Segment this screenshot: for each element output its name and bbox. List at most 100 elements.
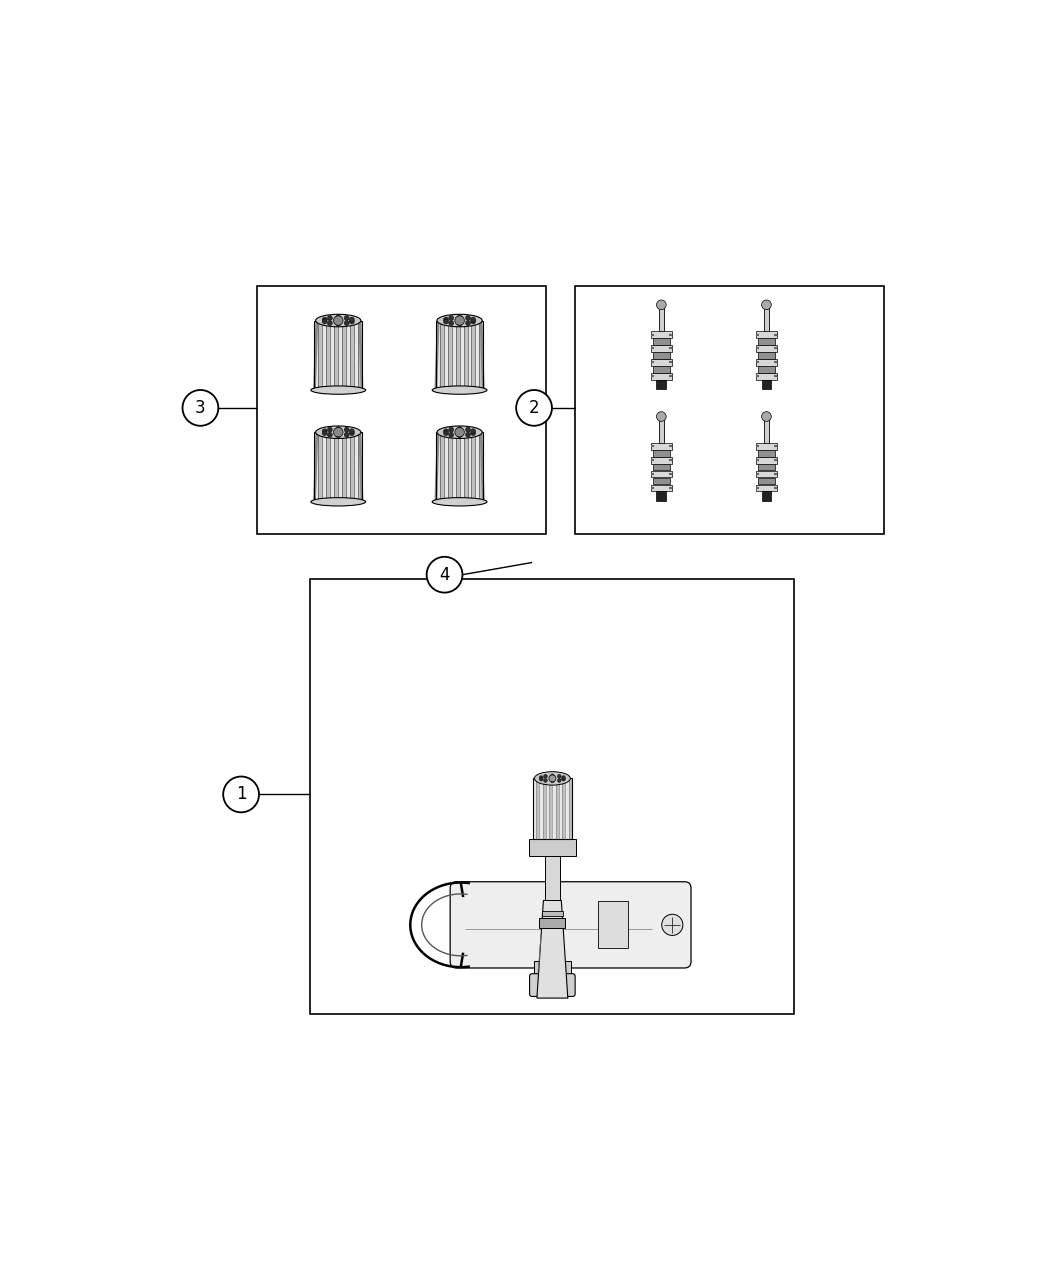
Bar xyxy=(756,442,777,450)
Circle shape xyxy=(328,320,333,325)
Ellipse shape xyxy=(437,314,482,326)
Circle shape xyxy=(350,428,354,434)
Bar xyxy=(440,432,444,502)
Circle shape xyxy=(322,317,328,323)
Bar xyxy=(651,360,672,366)
Circle shape xyxy=(443,428,448,434)
Bar xyxy=(545,856,560,900)
Bar xyxy=(358,432,362,502)
Bar xyxy=(480,432,483,502)
Bar xyxy=(540,918,565,928)
Bar xyxy=(436,320,483,390)
Bar xyxy=(529,839,576,856)
Circle shape xyxy=(350,319,354,324)
Circle shape xyxy=(336,321,341,326)
Circle shape xyxy=(448,427,454,432)
Ellipse shape xyxy=(433,386,487,394)
Bar xyxy=(656,491,666,501)
Bar xyxy=(334,320,338,390)
Circle shape xyxy=(470,431,476,436)
Circle shape xyxy=(465,320,470,325)
Circle shape xyxy=(761,412,772,421)
Bar xyxy=(456,432,460,502)
Bar xyxy=(322,432,327,502)
Bar xyxy=(257,286,546,534)
Bar xyxy=(540,779,543,839)
Bar xyxy=(758,366,775,372)
Bar xyxy=(322,320,327,390)
Bar xyxy=(549,779,552,839)
Bar xyxy=(756,470,777,477)
Circle shape xyxy=(457,434,462,437)
Bar xyxy=(656,380,666,389)
Bar xyxy=(318,320,322,390)
Circle shape xyxy=(465,427,470,432)
Bar xyxy=(467,432,471,502)
Text: 2: 2 xyxy=(529,399,540,417)
Bar xyxy=(463,432,467,502)
Circle shape xyxy=(550,779,554,783)
Bar xyxy=(652,366,670,372)
Bar xyxy=(761,491,772,501)
Bar xyxy=(552,779,555,839)
Bar xyxy=(358,320,362,390)
Bar xyxy=(532,779,572,839)
Bar xyxy=(565,779,569,839)
Circle shape xyxy=(549,775,555,782)
Bar xyxy=(758,464,775,470)
Bar xyxy=(436,320,440,390)
Circle shape xyxy=(656,300,666,310)
Bar xyxy=(444,320,447,390)
Bar xyxy=(756,372,777,380)
FancyBboxPatch shape xyxy=(450,882,691,968)
Circle shape xyxy=(426,557,462,593)
Bar xyxy=(758,352,775,358)
Bar xyxy=(652,352,670,358)
Circle shape xyxy=(336,427,341,431)
Circle shape xyxy=(470,428,476,434)
Circle shape xyxy=(455,427,464,437)
Circle shape xyxy=(761,300,772,310)
Bar xyxy=(447,432,452,502)
Bar xyxy=(597,901,628,949)
Bar xyxy=(758,478,775,484)
Bar xyxy=(338,432,342,502)
Circle shape xyxy=(322,319,328,324)
Circle shape xyxy=(558,774,561,778)
Polygon shape xyxy=(537,900,568,998)
Bar xyxy=(574,286,884,534)
Bar xyxy=(452,432,456,502)
Bar xyxy=(756,456,777,464)
Circle shape xyxy=(470,319,476,324)
Circle shape xyxy=(656,412,666,421)
Ellipse shape xyxy=(311,386,365,394)
Circle shape xyxy=(344,320,350,325)
Bar xyxy=(314,432,318,502)
Bar xyxy=(463,320,467,390)
Ellipse shape xyxy=(534,771,570,785)
Circle shape xyxy=(443,431,448,436)
Bar xyxy=(346,320,350,390)
Bar xyxy=(331,320,334,390)
Bar xyxy=(327,432,331,502)
Bar xyxy=(651,372,672,380)
Bar xyxy=(456,320,460,390)
Bar xyxy=(532,779,537,839)
Circle shape xyxy=(540,775,543,779)
Circle shape xyxy=(328,427,333,432)
Circle shape xyxy=(344,315,350,320)
Circle shape xyxy=(322,428,328,434)
Bar xyxy=(758,338,775,346)
Ellipse shape xyxy=(316,314,361,326)
Bar xyxy=(758,450,775,456)
Bar xyxy=(651,470,672,477)
Circle shape xyxy=(224,776,259,812)
Bar xyxy=(761,380,772,389)
Circle shape xyxy=(562,778,565,782)
Bar xyxy=(756,346,777,352)
Circle shape xyxy=(457,321,462,326)
Circle shape xyxy=(470,317,476,323)
Bar xyxy=(651,332,672,338)
Bar xyxy=(756,332,777,338)
Bar xyxy=(460,320,463,390)
